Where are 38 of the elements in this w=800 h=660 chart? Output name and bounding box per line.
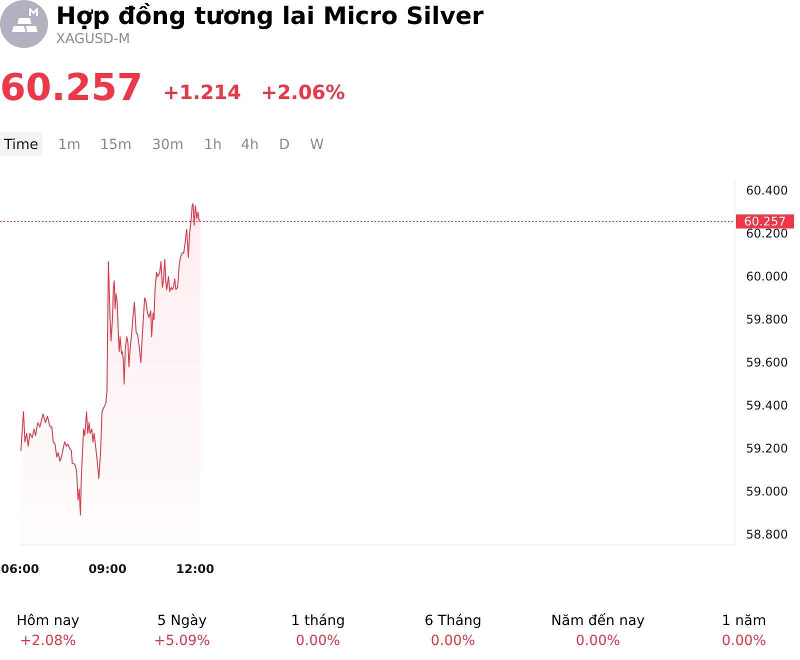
y-tick-label: 60.000: [746, 270, 788, 284]
chart-subtitle: XAGUSD-M: [56, 31, 130, 47]
text: +5.09%: [154, 633, 210, 649]
text: 1m: [58, 137, 81, 153]
text: 1h: [204, 137, 222, 153]
ref-line-label: 60.257: [744, 214, 786, 228]
text: +2.06%: [261, 81, 345, 104]
text: 60.257: [0, 66, 143, 109]
text: 0.00%: [722, 633, 766, 649]
text: +1.214: [163, 81, 242, 104]
x-tick-label: 09:00: [88, 562, 127, 576]
text: 1 tháng: [290, 613, 346, 629]
text: 0.00%: [296, 633, 340, 649]
text: 0.00%: [430, 633, 476, 649]
y-tick-label: 60.200: [746, 226, 788, 241]
y-tick-label: 59.800: [746, 312, 788, 327]
text: 5 Ngày: [157, 613, 207, 629]
text: +2.08%: [20, 633, 76, 649]
text: Năm đến nay: [551, 613, 645, 629]
y-tick-label: 58.800: [746, 527, 788, 542]
text: W: [310, 137, 324, 153]
y-tick-label: 59.000: [746, 484, 788, 498]
y-tick-label: 59.200: [746, 441, 788, 456]
text: D: [279, 137, 290, 153]
chart-title: Hợp đồng tương lai Micro Silver: [56, 2, 484, 30]
text: Hôm nay: [16, 613, 80, 629]
x-tick-label: 06:00: [0, 562, 40, 576]
text: 6 Tháng: [424, 613, 482, 629]
y-tick-label: 59.400: [746, 398, 788, 412]
y-tick-label: 60.400: [746, 184, 788, 198]
text: 30m: [152, 137, 184, 153]
text: 0.00%: [576, 633, 620, 649]
y-tick-label: 59.600: [746, 356, 788, 370]
text: 15m: [100, 137, 132, 153]
text: Time: [3, 137, 38, 153]
x-tick-label: 12:00: [176, 562, 214, 576]
text: 4h: [241, 137, 259, 153]
text: 1 năm: [722, 613, 766, 629]
